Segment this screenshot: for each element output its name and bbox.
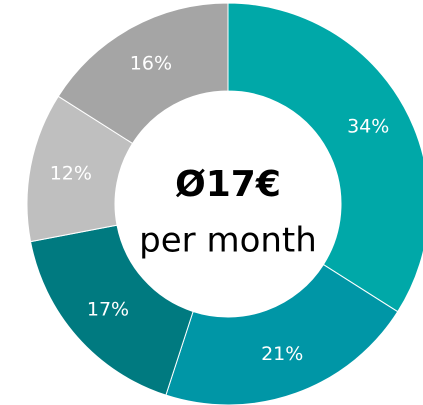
data-label: 12% (50, 163, 92, 185)
donut-segment (165, 263, 399, 405)
donut-segment (57, 2, 229, 145)
donut-segment (227, 2, 423, 313)
data-label: 21% (261, 343, 303, 365)
donut-segment (29, 224, 194, 396)
center-caption: per month (139, 221, 317, 261)
data-label: 34% (347, 115, 389, 137)
data-label: 17% (87, 298, 129, 320)
center-value: Ø17€ (175, 164, 281, 205)
data-label: 16% (130, 52, 172, 74)
